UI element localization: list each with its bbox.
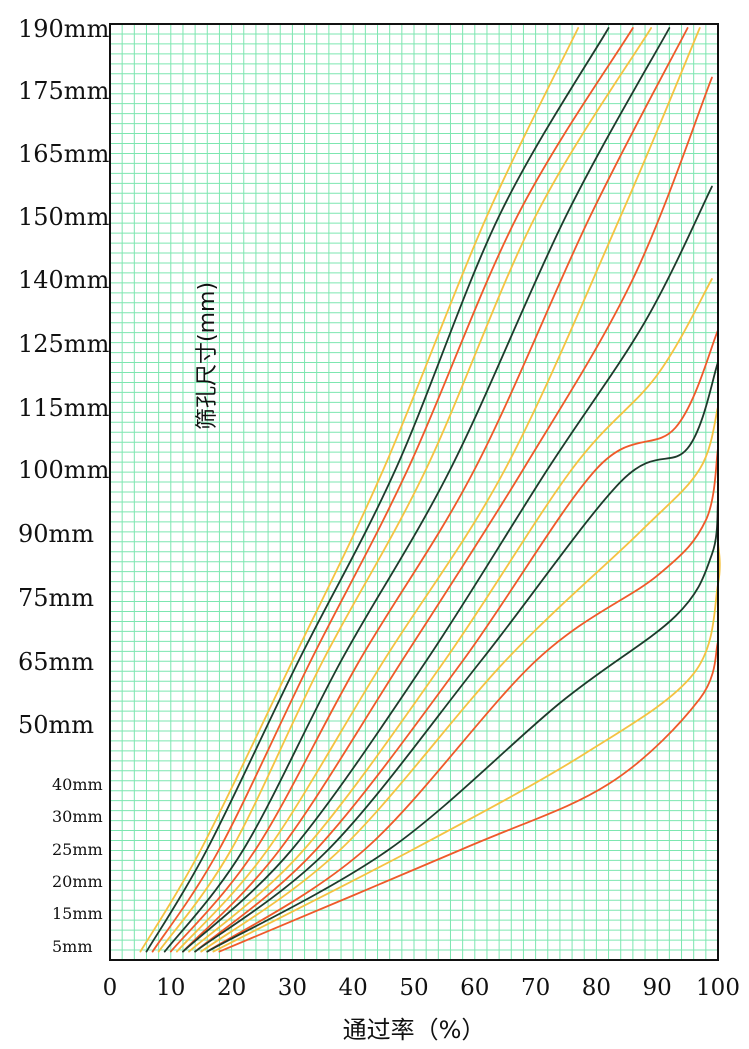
series-lines — [139, 27, 721, 953]
y-tick-label: 115mm — [18, 394, 110, 422]
plot-border — [109, 23, 719, 961]
x-tick-label: 60 — [460, 975, 489, 1001]
y-tick-label-small: 20mm — [52, 872, 103, 891]
y-tick-label-small: 25mm — [52, 840, 103, 859]
y-axis: 190mm 175mm 165mm 150mm 140mm 125mm 115mm 100mm… — [18, 15, 110, 956]
x-axis-title: 通过率（%） — [343, 1016, 486, 1044]
x-tick-label: 50 — [399, 975, 428, 1001]
y-tick-label: 75mm — [18, 584, 94, 612]
y-tick-label: 50mm — [18, 711, 94, 739]
y-tick-label-small: 15mm — [52, 904, 103, 923]
y-tick-label: 140mm — [18, 266, 110, 294]
y-tick-label-small: 5mm — [52, 937, 93, 956]
x-tick-label: 80 — [582, 975, 611, 1001]
y-tick-label: 165mm — [18, 140, 110, 168]
y-tick-label: 150mm — [18, 203, 110, 231]
y-tick-label: 100mm — [18, 456, 110, 484]
x-tick-label: 0 — [103, 975, 118, 1001]
y-tick-label-small: 40mm — [52, 775, 103, 794]
series-line-5 — [163, 27, 671, 953]
x-tick-label: 10 — [156, 975, 185, 1001]
series-line-9 — [182, 185, 713, 953]
x-tick-label: 100 — [696, 975, 740, 1001]
series-line-13 — [200, 406, 719, 953]
series-line-17 — [218, 640, 719, 953]
series-line-10 — [188, 278, 713, 953]
series-line-8 — [182, 76, 713, 953]
x-tick-label: 40 — [339, 975, 368, 1001]
series-line-1 — [139, 27, 580, 953]
series-line-2 — [145, 27, 610, 953]
x-tick-label: 30 — [278, 975, 307, 1001]
series-line-12 — [194, 361, 719, 953]
x-tick-label: 70 — [521, 975, 550, 1001]
y-tick-label: 125mm — [18, 330, 110, 358]
series-line-3 — [151, 27, 634, 953]
series-line-6 — [169, 27, 689, 953]
series-line-15 — [206, 500, 719, 953]
y-tick-label-small: 30mm — [52, 807, 103, 826]
series-line-14 — [206, 447, 719, 953]
x-tick-label: 90 — [643, 975, 672, 1001]
y-tick-label: 175mm — [18, 77, 110, 105]
x-axis: 0 10 20 30 40 50 60 70 80 90 100 — [103, 975, 740, 1001]
y-axis-title: 筛孔尺寸(mm) — [195, 282, 220, 430]
y-tick-label: 190mm — [18, 15, 110, 43]
x-tick-label: 20 — [217, 975, 246, 1001]
series-line-11 — [194, 329, 719, 953]
series-line-4 — [157, 27, 653, 953]
series-line-7 — [175, 27, 701, 953]
y-tick-label: 65mm — [18, 648, 94, 676]
y-tick-label: 90mm — [18, 520, 94, 548]
